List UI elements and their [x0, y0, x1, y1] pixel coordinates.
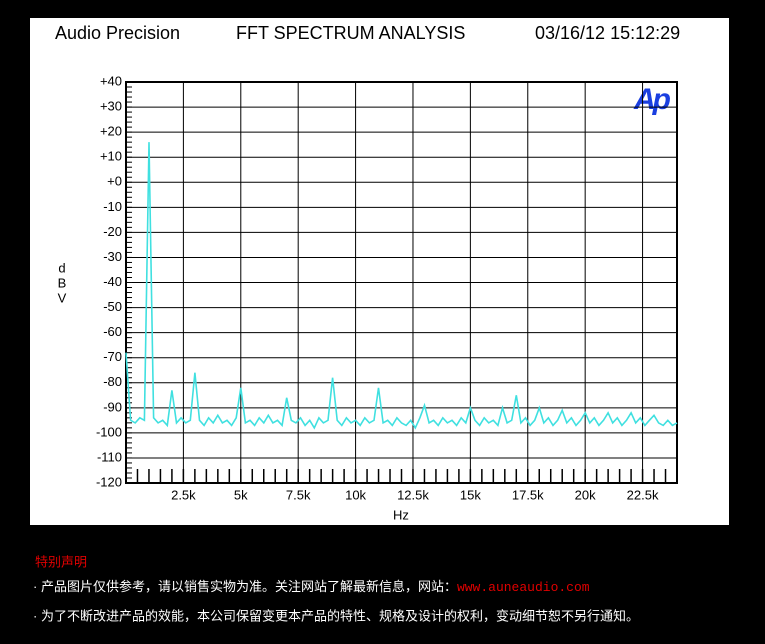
x-tick-label: 15k [460, 487, 481, 502]
x-tick-label: 5k [234, 487, 248, 502]
x-axis-label: Hz [393, 507, 409, 522]
y-tick-label: +20 [100, 124, 122, 139]
y-tick-label: -60 [103, 324, 122, 339]
x-tick-label: 22.5k [627, 487, 659, 502]
plot-border [125, 81, 678, 484]
note-link[interactable]: www.auneaudio.com [457, 580, 590, 595]
x-tick-label: 2.5k [171, 487, 196, 502]
y-tick-label: -70 [103, 349, 122, 364]
brand: Audio Precision [55, 23, 180, 43]
y-axis-label: dBV [55, 261, 70, 306]
note-line: · 产品图片仅供参考，请以销售实物为准。关注网站了解最新信息，网站：www.au… [33, 579, 590, 595]
y-tick-label: -110 [97, 449, 122, 464]
x-tick-label: 12.5k [397, 487, 429, 502]
y-tick-label: -100 [96, 424, 122, 439]
note-text: · 产品图片仅供参考，请以销售实物为准。关注网站了解最新信息，网站： [33, 579, 457, 594]
y-tick-label: -90 [103, 399, 122, 414]
y-tick-label: -10 [103, 199, 122, 214]
y-tick-label: +30 [100, 99, 122, 114]
y-tick-label: -120 [96, 474, 122, 489]
y-tick-label: -40 [103, 274, 122, 289]
y-tick-label: +10 [100, 149, 122, 164]
x-tick-label: 17.5k [512, 487, 544, 502]
panel [30, 18, 729, 525]
y-tick-label: +40 [100, 73, 122, 88]
y-tick-label: -20 [103, 224, 122, 239]
logo: Ap [633, 83, 671, 116]
note-line: · 为了不断改进产品的效能，本公司保留变更本产品的特性、规格及设计的权利，变动细… [33, 608, 639, 623]
x-tick-label: 20k [575, 487, 596, 502]
x-tick-label: 10k [345, 487, 366, 502]
chart-title: FFT SPECTRUM ANALYSIS [236, 23, 465, 43]
notes-heading: 特别声明 [35, 554, 87, 569]
y-tick-label: -50 [103, 299, 122, 314]
y-tick-label: +0 [107, 174, 122, 189]
y-tick-label: -30 [103, 249, 122, 264]
spectrum-line [125, 142, 678, 430]
timestamp: 03/16/12 15:12:29 [535, 23, 680, 43]
y-tick-label: -80 [103, 374, 122, 389]
x-tick-label: 7.5k [286, 487, 311, 502]
